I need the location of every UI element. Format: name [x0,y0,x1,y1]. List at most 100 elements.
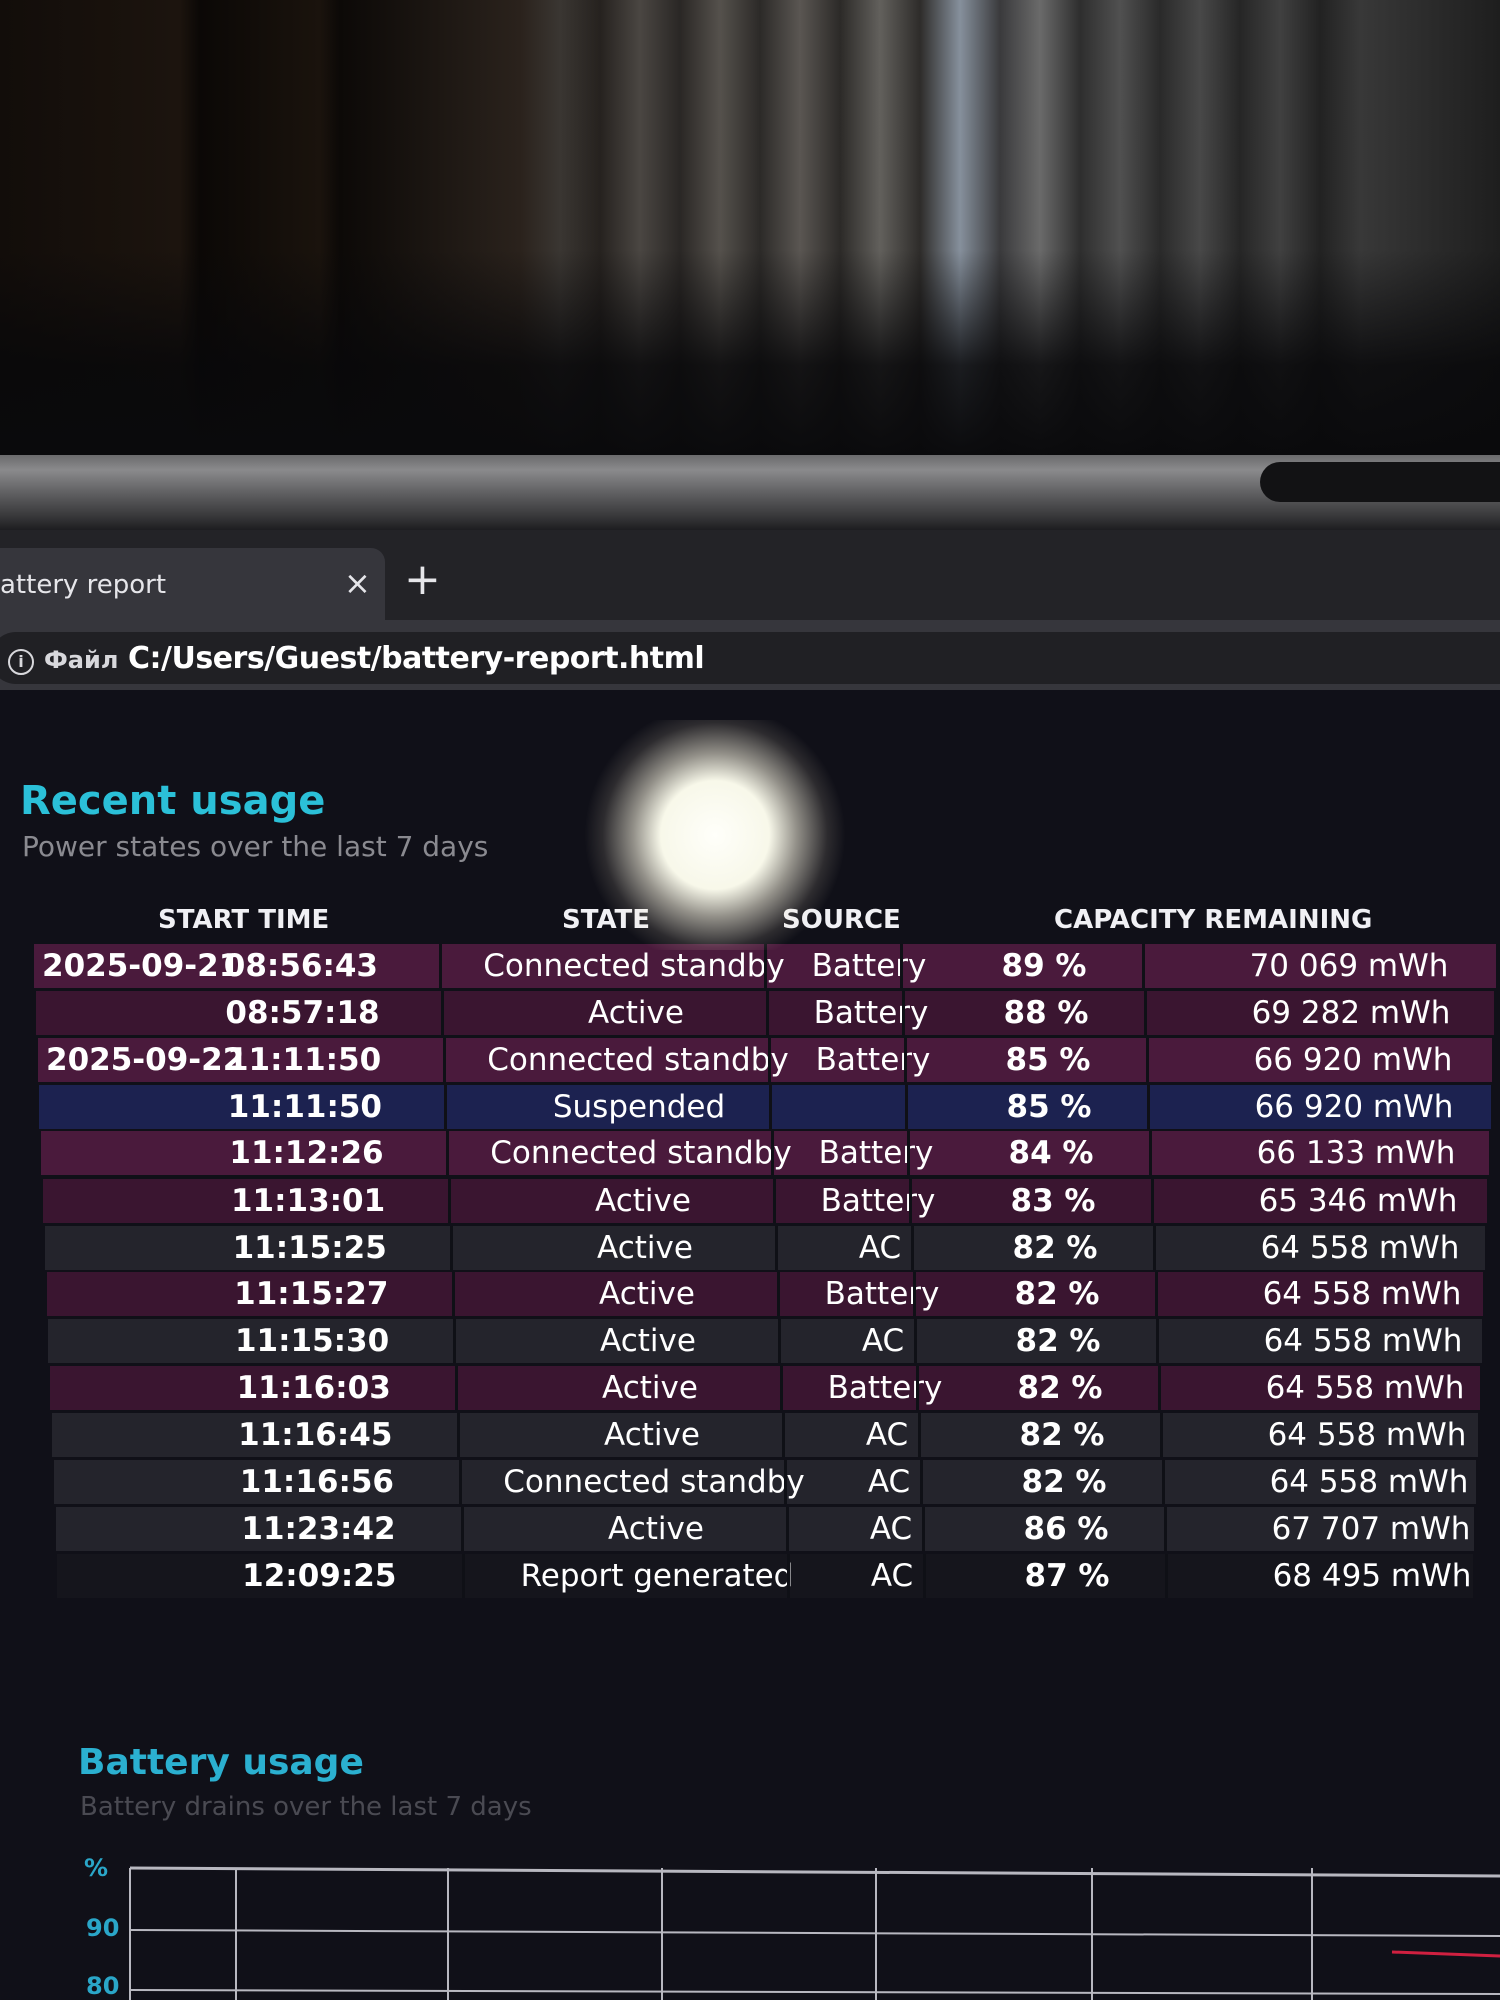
table-row: 11:15:27 Active Battery 82 % 64 558 mWh [47,1272,1483,1316]
column-header-start-time: START TIME [158,905,330,935]
column-divider [766,991,769,1035]
column-divider [905,1085,908,1129]
column-divider [439,944,442,988]
cell-percent: 85 % [1006,1089,1092,1125]
column-divider [904,1038,907,1082]
chart-series-line [1391,1950,1500,1958]
cell-state: Active [588,995,684,1031]
photo-background-shadow [0,250,1500,460]
column-divider [786,1507,789,1551]
cell-percent: 84 % [1008,1135,1094,1171]
column-divider [1155,1272,1158,1316]
cell-time: 11:23:42 [241,1511,396,1547]
cell-time: 11:13:01 [230,1183,386,1219]
cell-mwh: 68 495 mWh [1272,1558,1472,1594]
cell-source: AC [870,1558,914,1594]
table-row: 11:16:03 Active Battery 82 % 64 558 mWh [50,1366,1480,1410]
column-divider [1158,1366,1161,1410]
column-header-capacity: CAPACITY REMAINING [1054,905,1373,935]
column-divider [455,1366,458,1410]
cell-state: Connected standby [503,1464,805,1500]
cell-source: AC [861,1323,905,1359]
column-divider [1146,1038,1149,1082]
column-divider [1165,1554,1168,1598]
cell-percent: 89 % [1001,948,1087,984]
cell-time: 11:15:27 [234,1276,389,1312]
column-divider [441,991,444,1035]
cell-mwh: 66 920 mWh [1254,1089,1454,1125]
column-divider [1151,1179,1154,1223]
cell-source: AC [858,1230,902,1266]
column-divider [923,1554,926,1598]
column-divider [764,944,767,988]
cell-state: Active [597,1230,693,1266]
cell-state: Connected standby [487,1042,789,1078]
cell-state: Active [599,1276,695,1312]
address-bar[interactable] [0,632,1500,684]
cell-source: Battery [820,1183,936,1219]
chart-y-tick-label: 80 [86,1972,120,2000]
cell-time: 11:16:56 [239,1464,394,1500]
cell-mwh: 64 558 mWh [1267,1417,1467,1453]
close-tab-icon[interactable]: × [344,564,371,602]
cell-percent: 82 % [1015,1323,1101,1359]
recent-usage-subtitle: Power states over the last 7 days [22,830,489,863]
cell-time: 11:11:50 [227,1089,382,1125]
table-row: 2025-09-22 11:11:50 Connected standby Batte… [38,1038,1492,1082]
table-row: 11:15:30 Active AC 82 % 64 558 mWh [48,1319,1482,1363]
column-divider [778,1319,781,1363]
cell-time: 11:16:45 [238,1417,393,1453]
cell-percent: 82 % [1017,1370,1103,1406]
cell-mwh: 66 920 mWh [1253,1042,1453,1078]
column-divider [453,1319,456,1363]
column-divider [459,1460,462,1504]
cell-date: 2025-09-21 [42,948,241,984]
column-divider [768,1038,771,1082]
column-divider [909,1179,912,1223]
column-divider [777,1272,780,1316]
new-tab-icon[interactable]: + [404,554,441,605]
column-divider [457,1413,460,1457]
cell-state: Active [604,1417,700,1453]
table-row: 11:16:56 Connected standby AC 82 % 64 558 mW… [54,1460,1476,1504]
column-divider [1156,1319,1159,1363]
cell-state: Active [600,1323,696,1359]
column-divider [775,1226,778,1270]
chart-y-unit-label: % [84,1854,109,1882]
table-row: 11:15:25 Active AC 82 % 64 558 mWh [45,1226,1485,1270]
url-text[interactable]: C:/Users/Guest/battery-report.html [128,641,705,676]
cell-source: Battery [815,1042,931,1078]
cell-source: Battery [827,1370,943,1406]
column-divider [784,1460,787,1504]
column-divider [787,1554,790,1598]
column-divider [461,1507,464,1551]
column-divider [1160,1413,1163,1457]
cell-time: 11:12:26 [229,1135,384,1171]
column-divider [920,1460,923,1504]
column-divider [907,1131,910,1175]
column-divider [452,1272,455,1316]
column-divider [462,1554,465,1598]
column-divider [911,1226,914,1270]
cell-time: 08:57:18 [225,995,380,1031]
cell-time: 11:16:03 [236,1370,391,1406]
cell-mwh: 64 558 mWh [1260,1230,1460,1266]
chart-y-tick-label: 90 [86,1914,120,1942]
cell-mwh: 64 558 mWh [1265,1370,1465,1406]
column-divider [918,1413,921,1457]
column-divider [1147,1085,1150,1129]
cell-state: Connected standby [490,1135,792,1171]
battery-usage-heading: Battery usage [78,1742,364,1783]
cell-state: Active [595,1183,691,1219]
column-divider [914,1319,917,1363]
browser-tab-active[interactable]: attery report × [0,548,385,620]
laptop-camera-slot [1260,462,1500,502]
column-divider [782,1413,785,1457]
table-row: 12:09:25 Report generated AC 87 % 68 495 mWh [57,1554,1473,1598]
column-divider [913,1272,916,1316]
column-divider [1144,991,1147,1035]
cell-percent: 88 % [1003,995,1089,1031]
column-divider [450,1226,453,1270]
info-icon[interactable]: i [8,649,34,675]
cell-mwh: 70 069 mWh [1249,948,1449,984]
